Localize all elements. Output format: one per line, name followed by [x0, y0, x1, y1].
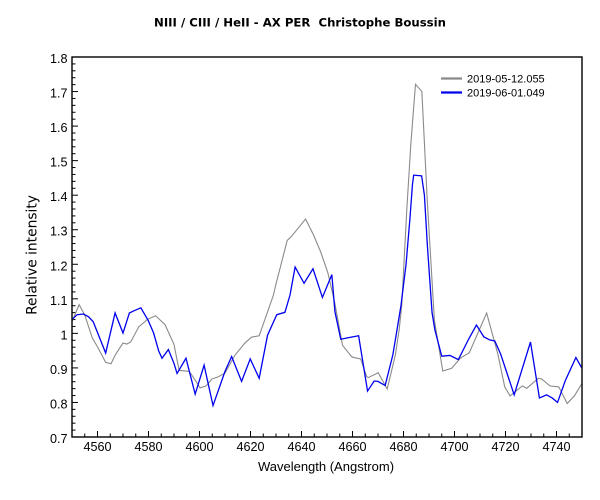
y-tick-label: 1.7: [50, 87, 68, 101]
x-tick-label: 4580: [134, 440, 162, 454]
y-tick-label: 1.8: [50, 52, 68, 66]
x-tick-label: 4700: [440, 440, 468, 454]
y-tick-label: 1.1: [50, 294, 68, 308]
x-axis-title: Wavelength (Angstrom): [258, 459, 394, 474]
x-tick-label: 4660: [338, 440, 366, 454]
series-line-gray: [71, 82, 583, 405]
y-tick-label: 1: [60, 328, 67, 342]
x-tick-label: 4620: [236, 440, 264, 454]
y-tick-label: 1.5: [50, 156, 68, 170]
x-tick-label: 4640: [287, 440, 315, 454]
chart-title: NIII / CIII / HeII - AX PER Christophe B…: [154, 16, 446, 30]
axis-tick-labels: 4560 4580 4600 4620 4640 4660 4680 4700 4720 4740…: [50, 52, 571, 454]
x-tick-label: 4740: [542, 440, 570, 454]
legend-label-gray: 2019-05-12.055: [467, 74, 545, 86]
legend: 2019-05-12.055 2019-06-01.049: [441, 74, 545, 100]
y-tick-label: 1.2: [50, 259, 68, 273]
y-tick-label: 0.7: [50, 432, 68, 446]
x-tick-label: 4560: [83, 440, 111, 454]
series-line-blue: [71, 174, 583, 408]
y-tick-label: 0.8: [50, 397, 68, 411]
y-tick-label: 1.3: [50, 225, 68, 239]
x-tick-label: 4600: [185, 440, 213, 454]
legend-label-blue: 2019-06-01.049: [467, 88, 545, 100]
y-tick-label: 1.6: [50, 121, 68, 135]
data-series: [71, 82, 583, 408]
x-tick-label: 4680: [389, 440, 417, 454]
x-tick-label: 4720: [491, 440, 519, 454]
y-tick-label: 1.4: [50, 190, 68, 204]
y-tick-label: 0.9: [50, 363, 68, 377]
y-axis-title: Relative intensity: [25, 195, 41, 315]
plot-area-border: [71, 56, 583, 438]
